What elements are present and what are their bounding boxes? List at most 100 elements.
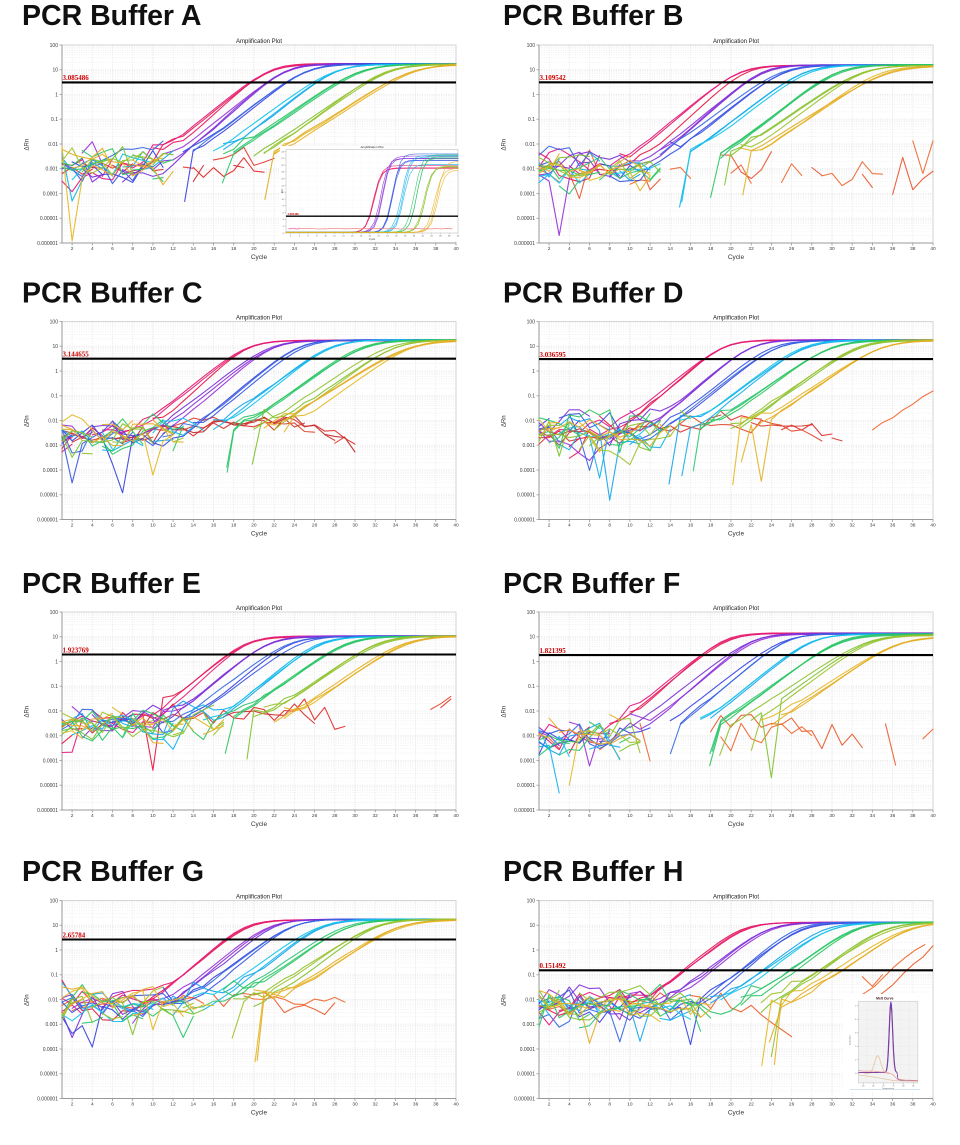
svg-text:Amplification Plot: Amplification Plot <box>713 895 759 901</box>
svg-text:3: 3 <box>855 1033 857 1035</box>
svg-text:34: 34 <box>870 246 876 252</box>
svg-text:6: 6 <box>111 246 114 252</box>
svg-text:26: 26 <box>312 813 318 819</box>
svg-text:34: 34 <box>393 523 399 529</box>
svg-text:3.085486: 3.085486 <box>63 74 90 82</box>
svg-text:Cycle: Cycle <box>728 531 745 538</box>
svg-text:Cycle: Cycle <box>251 821 268 828</box>
svg-text:12: 12 <box>170 813 176 819</box>
svg-text:20: 20 <box>369 236 372 238</box>
svg-text:32: 32 <box>373 1102 379 1108</box>
svg-text:ΔRn: ΔRn <box>25 415 31 427</box>
svg-text:6: 6 <box>588 1102 591 1108</box>
svg-text:18: 18 <box>708 246 714 252</box>
svg-text:36: 36 <box>439 236 442 238</box>
svg-text:Cycle: Cycle <box>728 1110 745 1117</box>
svg-text:0.01: 0.01 <box>48 997 58 1003</box>
svg-text:32: 32 <box>373 523 379 529</box>
svg-text:20: 20 <box>251 523 257 529</box>
svg-text:2: 2 <box>71 813 74 819</box>
svg-text:12: 12 <box>647 246 653 252</box>
svg-text:14: 14 <box>668 246 674 252</box>
svg-text:0.00001: 0.00001 <box>517 216 535 222</box>
svg-text:34: 34 <box>393 813 399 819</box>
svg-text:4: 4 <box>568 246 571 252</box>
svg-text:0.000001: 0.000001 <box>37 241 58 247</box>
svg-text:24: 24 <box>292 523 298 529</box>
svg-text:75: 75 <box>892 1086 895 1088</box>
svg-text:0.0001: 0.0001 <box>520 191 536 197</box>
svg-text:0.001: 0.001 <box>45 167 58 173</box>
svg-text:14: 14 <box>191 813 197 819</box>
svg-text:34: 34 <box>870 1102 876 1108</box>
svg-text:18: 18 <box>231 813 237 819</box>
svg-text:16: 16 <box>211 246 217 252</box>
svg-text:4: 4 <box>91 813 94 819</box>
svg-text:28: 28 <box>809 246 815 252</box>
svg-text:10: 10 <box>150 523 156 529</box>
svg-text:2: 2 <box>548 246 551 252</box>
svg-text:2: 2 <box>283 226 285 228</box>
svg-text:4: 4 <box>91 1102 94 1108</box>
svg-text:100: 100 <box>50 610 59 616</box>
svg-text:0.1: 0.1 <box>51 684 58 690</box>
svg-text:24: 24 <box>281 151 284 153</box>
svg-text:18: 18 <box>231 523 237 529</box>
svg-text:10: 10 <box>150 813 156 819</box>
svg-text:10: 10 <box>52 635 58 641</box>
svg-text:40: 40 <box>930 1102 936 1108</box>
svg-text:1: 1 <box>532 369 535 375</box>
svg-text:32: 32 <box>850 813 856 819</box>
svg-text:28: 28 <box>332 523 338 529</box>
svg-text:ΔRn: ΔRn <box>502 706 508 718</box>
svg-text:0.01: 0.01 <box>48 709 58 715</box>
svg-text:30: 30 <box>352 1102 358 1108</box>
svg-text:65: 65 <box>872 1086 875 1088</box>
svg-text:3.109542: 3.109542 <box>540 74 567 82</box>
svg-text:16: 16 <box>211 1102 217 1108</box>
svg-text:10: 10 <box>627 813 633 819</box>
svg-text:10: 10 <box>627 523 633 529</box>
svg-text:36: 36 <box>890 1102 896 1108</box>
svg-text:16: 16 <box>351 236 354 238</box>
svg-text:0.0001: 0.0001 <box>43 191 59 197</box>
svg-text:22: 22 <box>272 1102 278 1108</box>
svg-text:0.1: 0.1 <box>528 684 535 690</box>
svg-text:1.923769: 1.923769 <box>63 646 90 654</box>
svg-text:0.0001: 0.0001 <box>520 1047 536 1053</box>
svg-text:20: 20 <box>728 1102 734 1108</box>
svg-text:20: 20 <box>728 246 734 252</box>
svg-text:28: 28 <box>332 1102 338 1108</box>
svg-text:ΔRn: ΔRn <box>25 994 31 1006</box>
svg-text:10: 10 <box>52 68 58 74</box>
svg-text:30: 30 <box>352 246 358 252</box>
svg-text:Amplification Plot: Amplification Plot <box>236 895 282 901</box>
svg-text:80: 80 <box>902 1086 905 1088</box>
svg-text:8: 8 <box>608 813 611 819</box>
svg-text:8: 8 <box>131 523 134 529</box>
svg-text:22: 22 <box>377 236 380 238</box>
svg-text:0.000001: 0.000001 <box>514 517 535 523</box>
svg-text:30: 30 <box>829 1102 835 1108</box>
svg-text:Temperature: Temperature <box>882 1087 895 1090</box>
svg-text:70: 70 <box>882 1086 885 1088</box>
svg-text:14: 14 <box>191 1102 197 1108</box>
svg-text:8: 8 <box>131 1102 134 1108</box>
svg-text:0.000001: 0.000001 <box>37 808 58 814</box>
svg-text:100: 100 <box>527 43 536 49</box>
svg-text:10: 10 <box>52 923 58 929</box>
svg-text:2: 2 <box>855 1046 857 1048</box>
svg-text:10: 10 <box>150 1102 156 1108</box>
svg-text:4: 4 <box>91 246 94 252</box>
svg-text:26: 26 <box>395 236 398 238</box>
svg-text:32: 32 <box>850 246 856 252</box>
svg-text:14: 14 <box>668 1102 674 1108</box>
svg-text:100: 100 <box>527 610 536 616</box>
svg-text:16: 16 <box>688 1102 694 1108</box>
svg-text:4: 4 <box>568 1102 571 1108</box>
svg-text:2.65784: 2.65784 <box>63 931 86 939</box>
svg-text:0.01: 0.01 <box>525 709 535 715</box>
svg-text:4: 4 <box>283 219 285 221</box>
svg-text:12: 12 <box>170 523 176 529</box>
svg-text:100: 100 <box>50 898 59 904</box>
